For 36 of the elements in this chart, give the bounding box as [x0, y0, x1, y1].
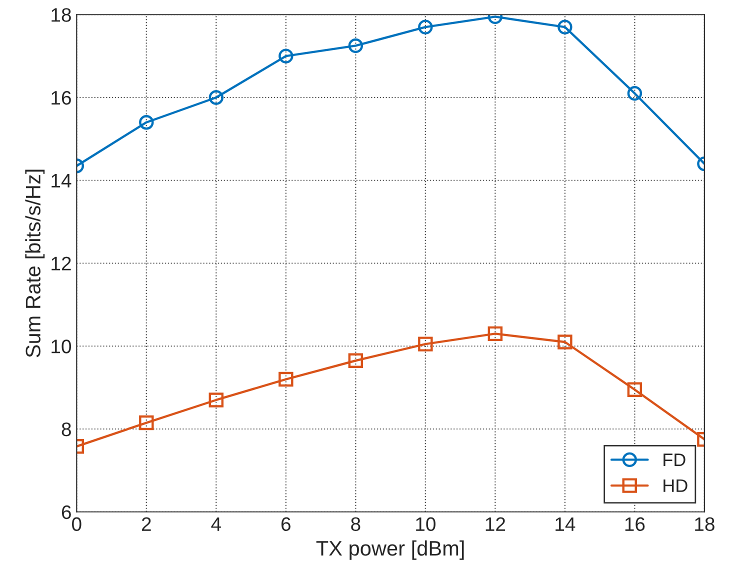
point — [558, 334, 572, 350]
point — [208, 90, 224, 105]
point — [348, 353, 364, 368]
point — [139, 115, 154, 130]
x-tick-label: 14 — [556, 517, 576, 531]
legend-label: HD — [664, 479, 688, 492]
y-tick-label: 18 — [52, 8, 71, 22]
point — [348, 38, 364, 54]
point — [627, 382, 642, 397]
y-tick-label: 6 — [62, 505, 71, 520]
point — [278, 48, 294, 64]
x-tick-label: 16 — [625, 517, 645, 532]
x-tick-label: 12 — [486, 517, 506, 531]
y-tick-label: 16 — [52, 90, 71, 105]
point — [488, 326, 503, 342]
point — [418, 336, 433, 352]
y-axis-title: Sum Rate [bits/s/Hz] — [25, 170, 45, 358]
x-tick-label: 18 — [695, 517, 714, 532]
y-tick-label: 8 — [62, 422, 71, 436]
y-tick-label: 12 — [52, 256, 71, 270]
x-tick-label: 2 — [142, 517, 151, 531]
x-axis-title: TX power [dBm] — [316, 540, 464, 560]
y-tick-label: 14 — [52, 174, 72, 188]
x-tick-label: 0 — [72, 517, 82, 532]
x-tick-label: 4 — [211, 517, 221, 531]
x-tick-label: 10 — [416, 517, 436, 532]
point — [558, 20, 572, 34]
x-tick-label: 8 — [351, 517, 360, 532]
legend-label: FD — [664, 454, 686, 466]
point — [627, 86, 642, 101]
point — [208, 392, 224, 408]
point — [278, 372, 294, 387]
point — [418, 20, 433, 34]
point — [139, 415, 154, 430]
x-tick-label: 6 — [282, 517, 290, 532]
y-tick-label: 10 — [52, 340, 72, 354]
